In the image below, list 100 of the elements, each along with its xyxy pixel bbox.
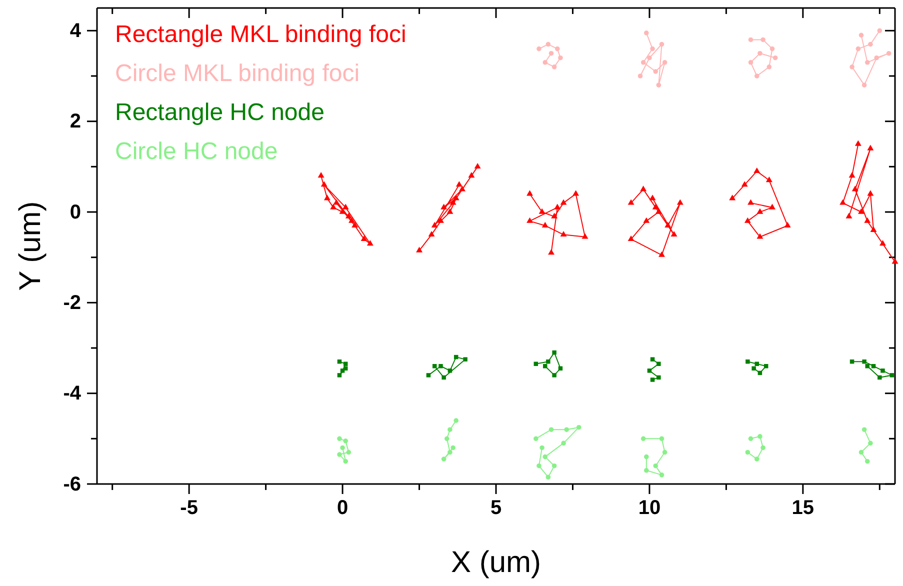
point	[343, 362, 348, 366]
x-tick-label: 0	[336, 497, 348, 520]
point	[640, 436, 646, 442]
point	[871, 364, 876, 368]
point	[644, 30, 649, 36]
point	[659, 472, 664, 478]
point	[552, 463, 557, 468]
point	[644, 468, 649, 473]
point	[644, 454, 649, 460]
point	[441, 456, 446, 462]
point	[650, 357, 655, 362]
point	[337, 436, 342, 442]
point	[850, 64, 854, 70]
point	[764, 364, 768, 368]
point	[552, 64, 557, 70]
point	[640, 60, 646, 65]
point	[760, 37, 766, 42]
point	[438, 364, 443, 368]
point	[432, 364, 437, 368]
point	[748, 60, 754, 65]
point	[346, 450, 352, 455]
point	[558, 55, 563, 60]
point	[754, 362, 760, 366]
point	[772, 55, 778, 60]
point	[662, 450, 668, 455]
point	[534, 362, 538, 366]
point	[752, 366, 756, 371]
point	[656, 362, 661, 366]
point	[880, 368, 885, 373]
text: Circle HC node	[115, 138, 278, 165]
point	[656, 375, 661, 380]
point	[656, 82, 662, 88]
point	[856, 46, 861, 52]
point	[653, 463, 658, 468]
point	[546, 359, 550, 364]
point	[886, 50, 892, 56]
point	[546, 474, 551, 480]
point	[647, 55, 652, 60]
point	[337, 452, 342, 457]
point	[343, 438, 348, 444]
point	[864, 60, 870, 65]
point	[340, 445, 345, 450]
point	[650, 378, 655, 382]
point	[770, 46, 775, 52]
point	[548, 50, 554, 56]
point	[576, 424, 582, 430]
point	[662, 60, 668, 65]
text: Rectangle HC node	[115, 99, 324, 126]
y-tick-label: 2	[70, 110, 81, 133]
point	[454, 418, 458, 423]
point	[536, 463, 542, 468]
point	[548, 427, 554, 432]
point	[442, 375, 446, 380]
point	[890, 373, 894, 378]
point	[864, 458, 870, 464]
y-axis-title: Y (um)	[14, 201, 47, 291]
point	[638, 74, 643, 78]
x-tick-label: 15	[792, 497, 814, 520]
point	[448, 427, 452, 432]
point	[534, 436, 538, 442]
point	[337, 373, 342, 378]
point	[463, 357, 468, 362]
text: Rectangle MKL binding foci	[115, 21, 406, 48]
point	[858, 450, 864, 455]
point	[746, 359, 750, 364]
y-tick-label: 4	[70, 20, 82, 42]
point	[748, 436, 754, 442]
point	[858, 32, 864, 38]
point	[862, 359, 866, 364]
point	[540, 445, 544, 450]
point	[659, 436, 664, 442]
point	[564, 427, 569, 432]
text: Circle MKL binding foci	[115, 60, 360, 87]
x-tick-label: 5	[490, 497, 502, 520]
point	[868, 440, 873, 446]
point	[542, 454, 548, 460]
point	[745, 450, 750, 455]
x-tick-label: 10	[638, 497, 661, 520]
point	[754, 456, 760, 462]
point	[865, 364, 870, 368]
point	[448, 368, 452, 373]
point	[862, 82, 867, 88]
y-tick-label: -2	[63, 292, 81, 314]
point	[868, 42, 873, 47]
point	[554, 46, 560, 52]
point	[659, 42, 664, 47]
point	[758, 434, 762, 439]
point	[444, 436, 450, 442]
point	[552, 373, 556, 378]
x-tick-label: -5	[180, 497, 198, 520]
point	[450, 445, 456, 450]
y-tick-label: 0	[70, 201, 81, 224]
y-tick-label: -6	[63, 473, 81, 496]
point	[653, 69, 658, 74]
point	[546, 42, 551, 47]
point	[877, 28, 882, 34]
y-tick-label: -4	[63, 382, 82, 405]
x-axis-title: X (um)	[451, 546, 541, 579]
point	[878, 375, 882, 380]
point	[650, 46, 655, 52]
